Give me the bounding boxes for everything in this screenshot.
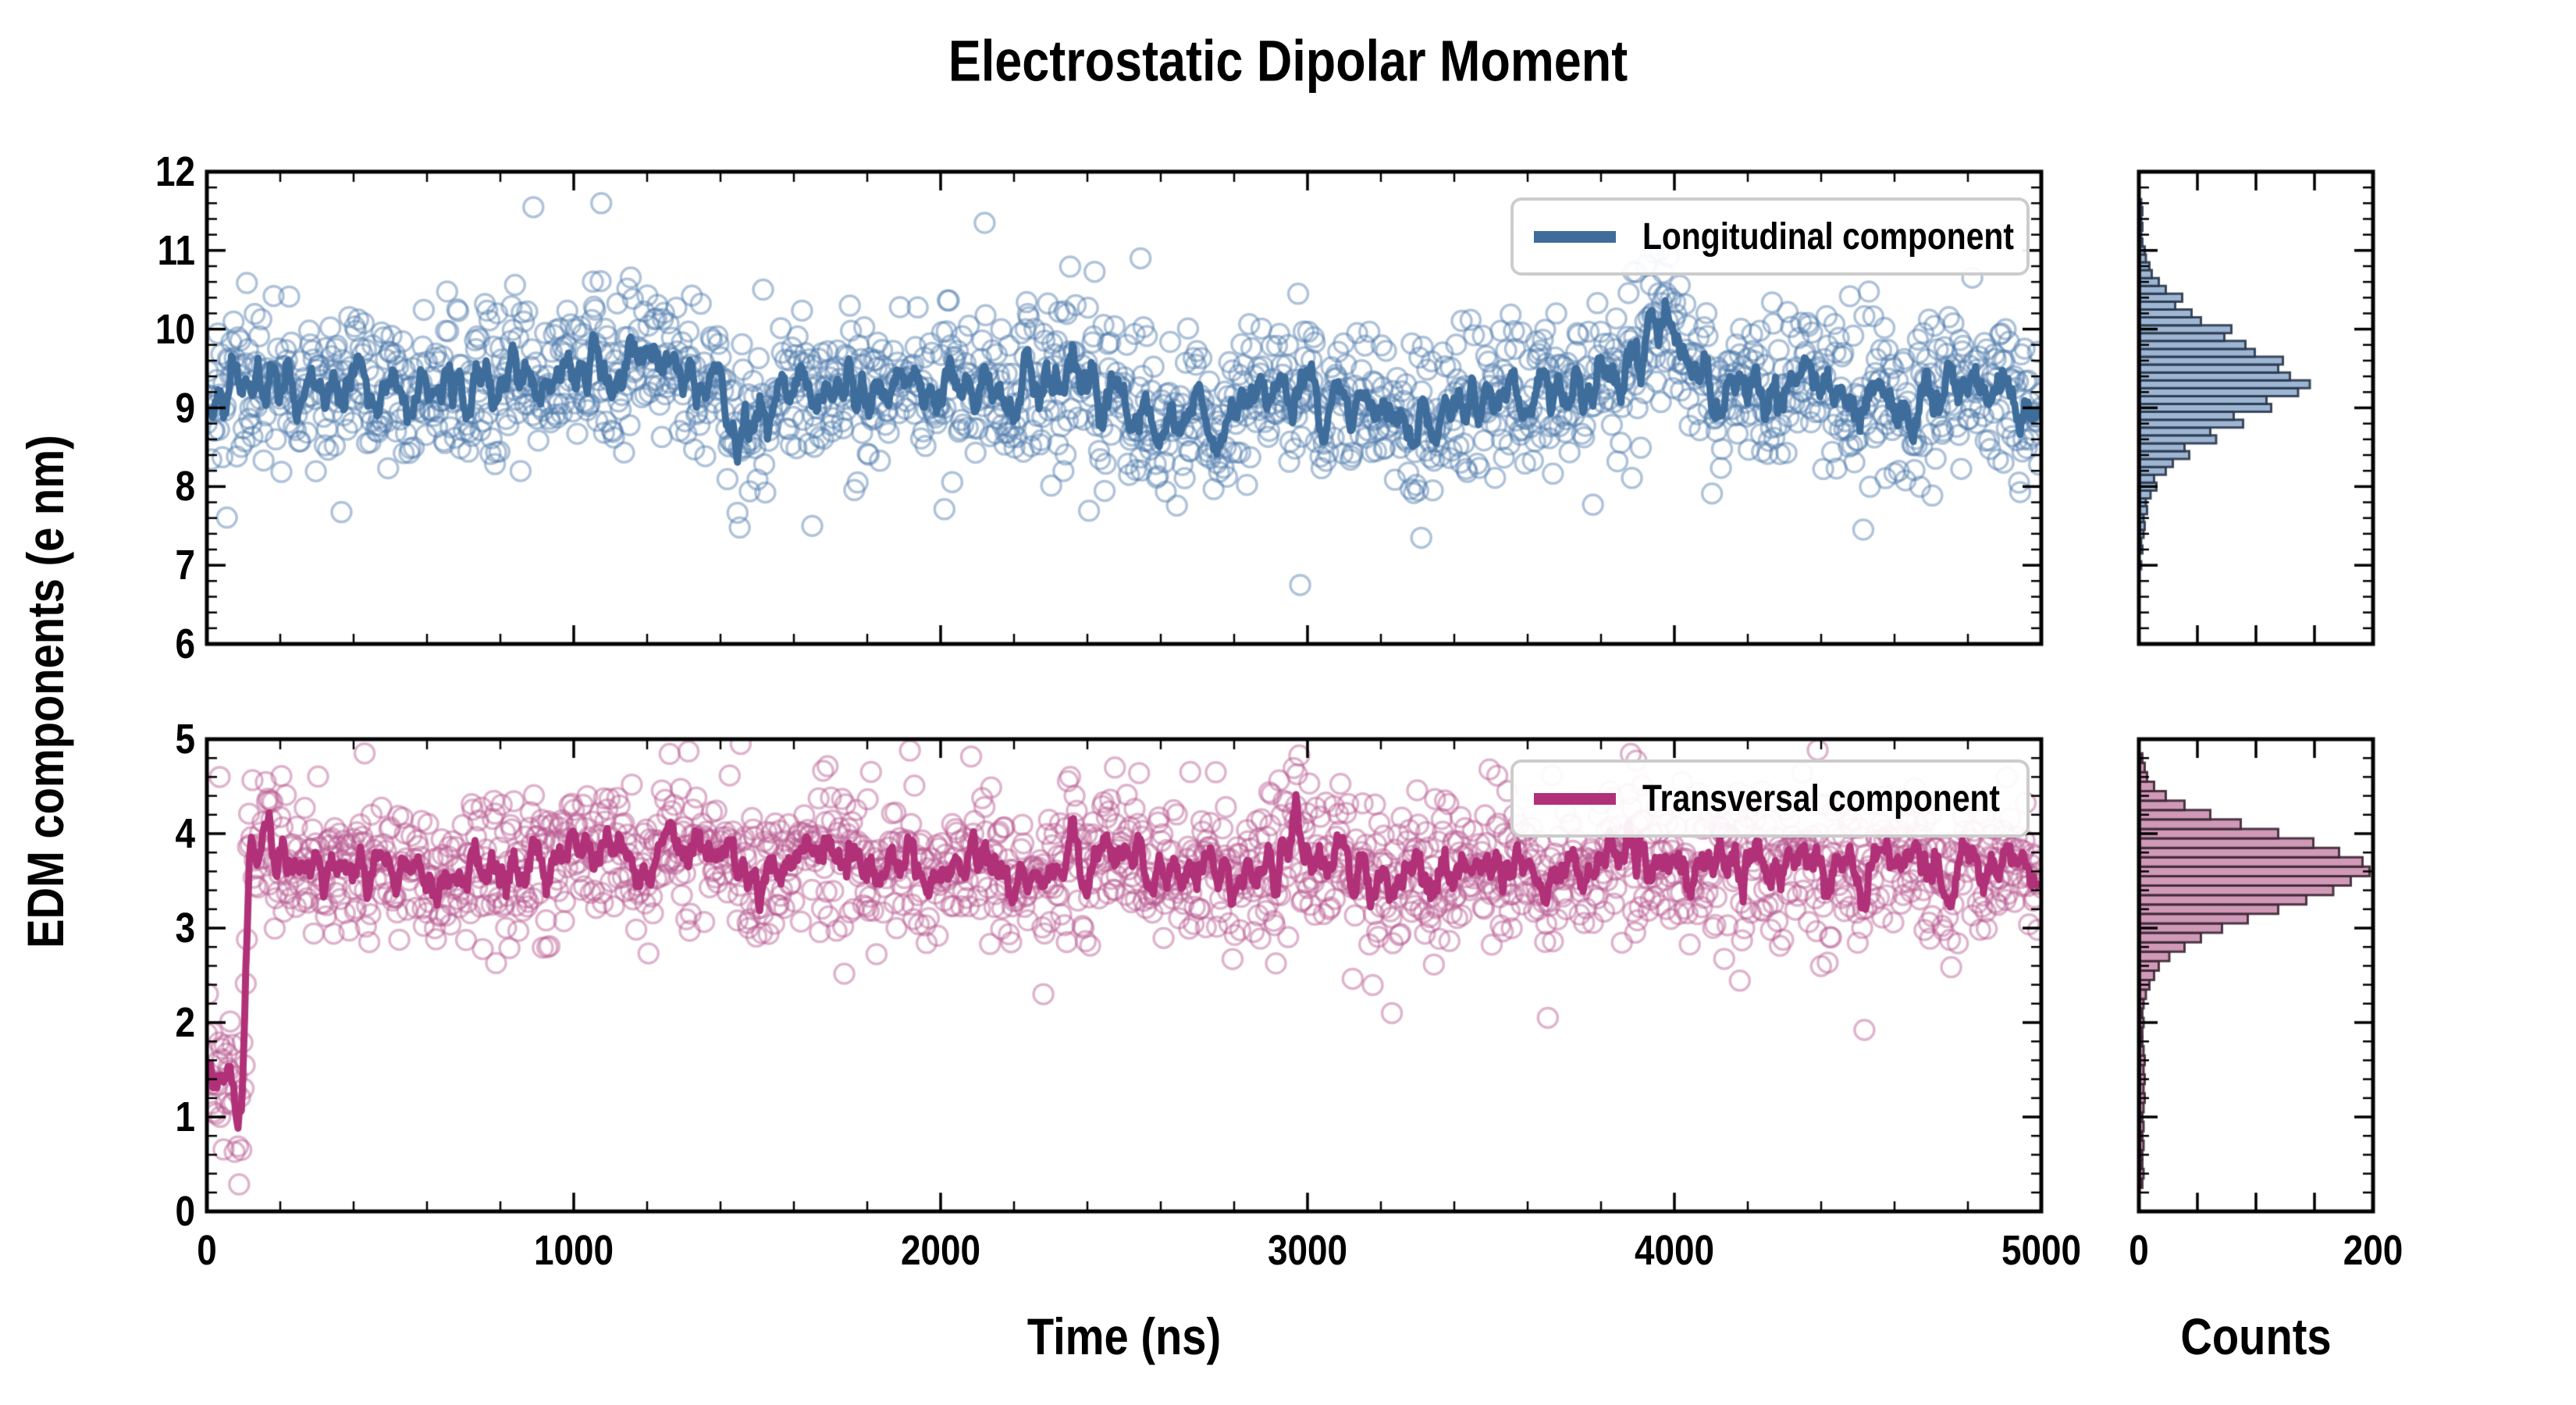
y-tick-label: 10: [155, 305, 195, 353]
longitudinal-line-swatch-icon: [1534, 230, 1616, 243]
counts-axis-label: Counts: [2180, 1307, 2332, 1365]
y-tick-label: 8: [175, 463, 195, 510]
y-tick-label: 2: [175, 999, 195, 1046]
y-tick-label: 4: [175, 810, 195, 857]
y-tick-label: 3: [175, 905, 195, 951]
legend-longitudinal-label: Longitudinal component: [1642, 215, 2014, 258]
x-tick-label: 0: [197, 1227, 217, 1274]
y-tick-label: 7: [175, 542, 195, 589]
y-tick-label: 5: [175, 716, 195, 763]
hist-x-tick-label: 200: [2343, 1227, 2403, 1274]
x-tick-label: 1000: [533, 1227, 614, 1274]
legend-transversal-label: Transversal component: [1642, 777, 2001, 820]
chart-title: Electrostatic Dipolar Moment: [948, 28, 1628, 94]
legend-transversal: Transversal component: [1510, 759, 2030, 838]
y-tick-label: 1: [175, 1094, 195, 1140]
transversal-line-swatch-icon: [1534, 792, 1616, 805]
bottom-histogram: [2139, 739, 2373, 1211]
y-tick-label: 11: [157, 226, 195, 274]
y-axis-label: EDM components (e nm): [16, 435, 74, 948]
x-tick-label: 5000: [2001, 1227, 2082, 1274]
x-tick-label: 4000: [1634, 1227, 1715, 1274]
x-tick-label: 3000: [1267, 1227, 1348, 1274]
y-tick-label: 6: [175, 621, 195, 667]
y-tick-label: 0: [175, 1188, 195, 1235]
y-tick-label: 12: [155, 148, 195, 195]
x-tick-label: 2000: [900, 1227, 981, 1274]
hist-x-tick-label: 0: [2129, 1227, 2149, 1274]
top-histogram: [2139, 172, 2373, 644]
legend-longitudinal: Longitudinal component: [1510, 197, 2030, 276]
y-tick-label: 9: [175, 384, 195, 432]
x-axis-label: Time (ns): [1026, 1307, 1222, 1365]
